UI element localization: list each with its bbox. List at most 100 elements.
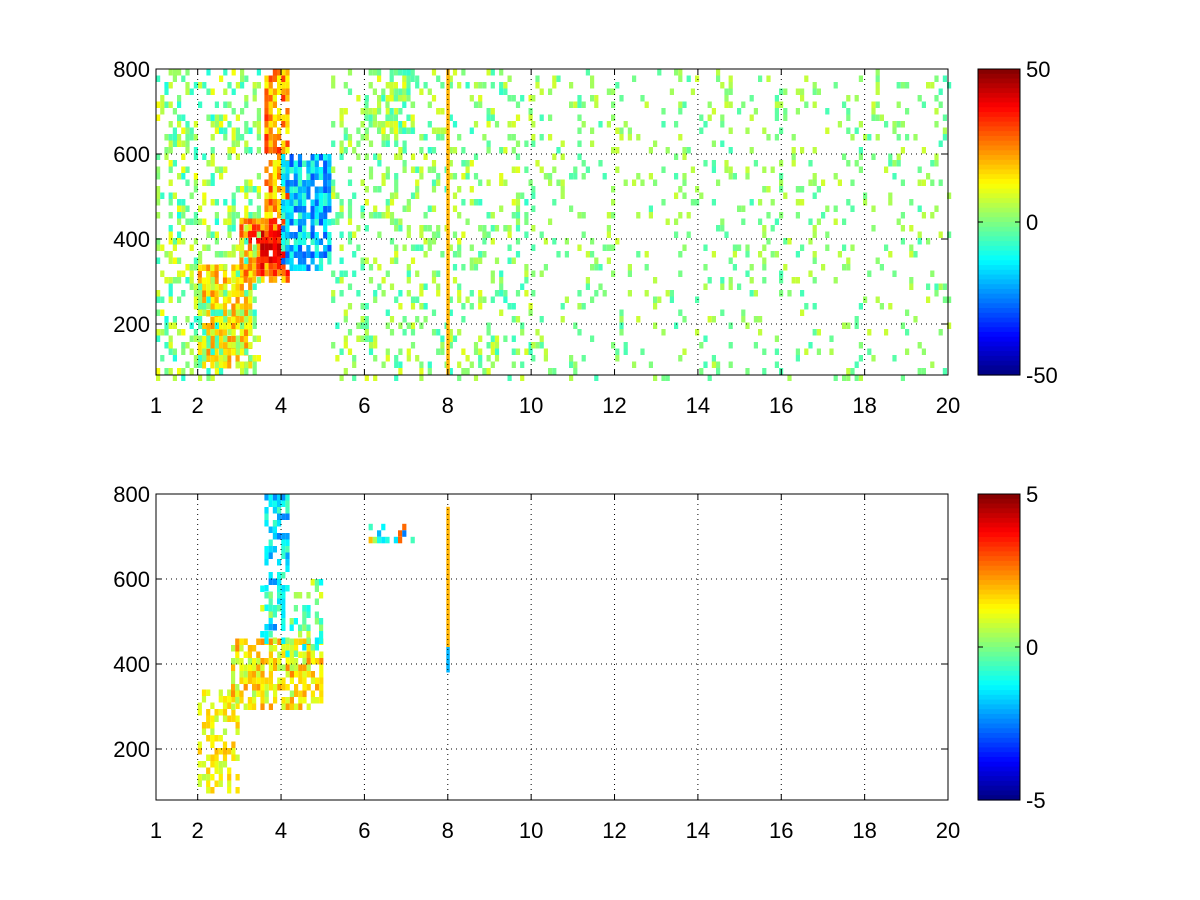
heatmap-cell [293, 173, 298, 180]
heatmap-cell [406, 95, 411, 102]
heatmap-cell [339, 205, 344, 212]
heatmap-cell [867, 270, 872, 277]
heatmap-cell [682, 316, 687, 323]
heatmap-cell [590, 82, 595, 89]
heatmap-cell [252, 269, 257, 277]
heatmap-cell [427, 101, 432, 108]
heatmap-cell [511, 134, 516, 141]
heatmap-cell [172, 238, 177, 245]
heatmap-cell [310, 225, 315, 232]
heatmap-cell [461, 147, 466, 154]
heatmap-cell [272, 121, 277, 128]
heatmap-cell [360, 257, 365, 264]
heatmap-cell [189, 335, 194, 342]
heatmap-cell [581, 303, 586, 310]
heatmap-cell [264, 256, 269, 263]
heatmap-cell [201, 336, 207, 343]
heatmap-cell [239, 645, 244, 652]
heatmap-cell [248, 199, 253, 206]
colorbar-swatch [978, 795, 1020, 801]
heatmap-cell [256, 121, 261, 128]
heatmap-cell [347, 199, 353, 206]
heatmap-cell [268, 494, 273, 501]
heatmap-cell [272, 179, 277, 186]
heatmap-cell [707, 101, 712, 108]
heatmap-cell [482, 238, 487, 245]
heatmap-cell [636, 251, 641, 258]
heatmap-cell [452, 173, 458, 180]
heatmap-cell [272, 140, 277, 147]
heatmap-cell [239, 677, 244, 684]
heatmap-cell [560, 316, 565, 323]
heatmap-cell [440, 342, 445, 349]
heatmap-cell [206, 774, 211, 781]
heatmap-cell [231, 199, 236, 206]
heatmap-cell [327, 238, 332, 245]
colorbar-swatch [978, 556, 1020, 562]
heatmap-cell [711, 361, 716, 368]
heatmap-cell [198, 290, 203, 297]
heatmap-cell [569, 374, 574, 381]
heatmap-cell [252, 256, 257, 264]
colorbar-swatch [978, 164, 1020, 171]
heatmap-cell [281, 624, 286, 631]
heatmap-cell [560, 192, 565, 199]
heatmap-cell [507, 75, 512, 82]
heatmap-cell [808, 342, 813, 349]
heatmap-cell [281, 238, 286, 245]
heatmap-cell [285, 212, 290, 219]
x-tick-label: 10 [519, 818, 543, 843]
heatmap-cell [285, 140, 290, 147]
heatmap-cell [524, 270, 529, 277]
heatmap-cell [222, 741, 228, 748]
heatmap-cell [231, 69, 236, 76]
heatmap-cell [210, 342, 215, 349]
heatmap-cell [285, 167, 290, 174]
heatmap-cell [323, 212, 328, 219]
heatmap-cell [281, 572, 286, 579]
heatmap-cell [368, 212, 374, 219]
heatmap-cell [486, 329, 491, 336]
heatmap-cell [156, 166, 161, 173]
heatmap-cell [846, 264, 851, 271]
heatmap-cell [248, 179, 253, 186]
heatmap-cell [243, 664, 248, 671]
heatmap-cell [406, 225, 411, 232]
heatmap-cell [181, 153, 186, 160]
heatmap-cell [235, 316, 240, 323]
heatmap-cell [244, 205, 249, 212]
heatmap-cell [440, 82, 445, 89]
heatmap-cell [222, 303, 228, 310]
heatmap-cell [490, 82, 495, 89]
heatmap-cell [156, 374, 161, 381]
heatmap-cell [277, 108, 282, 115]
heatmap-cell [285, 539, 290, 546]
heatmap-cell [678, 270, 683, 277]
colorbar-swatch [978, 121, 1020, 127]
heatmap-cell [833, 173, 838, 180]
heatmap-cell [168, 277, 173, 284]
heatmap-cell [393, 82, 398, 89]
heatmap-cell [235, 335, 240, 342]
heatmap-cell [766, 134, 771, 141]
colorbar-swatch [978, 537, 1020, 543]
heatmap-cell [520, 329, 525, 336]
colorbar-swatch [978, 73, 1020, 80]
heatmap-cell [602, 173, 607, 180]
heatmap-cell [905, 348, 910, 355]
heatmap-cell [364, 134, 369, 141]
heatmap-cell [289, 193, 294, 200]
colorbar-swatch [978, 308, 1020, 314]
heatmap-cell [256, 147, 261, 154]
heatmap-cell [703, 283, 708, 290]
heatmap-cell [385, 166, 390, 173]
heatmap-cell [314, 585, 319, 592]
heatmap-cell [268, 179, 273, 186]
heatmap-cell [800, 244, 805, 251]
heatmap-cell [210, 722, 215, 729]
heatmap-cell [206, 303, 211, 310]
heatmap-cell [812, 277, 817, 284]
heatmap-cell [577, 127, 582, 134]
heatmap-cell [281, 225, 286, 232]
heatmap-cell [168, 121, 173, 128]
